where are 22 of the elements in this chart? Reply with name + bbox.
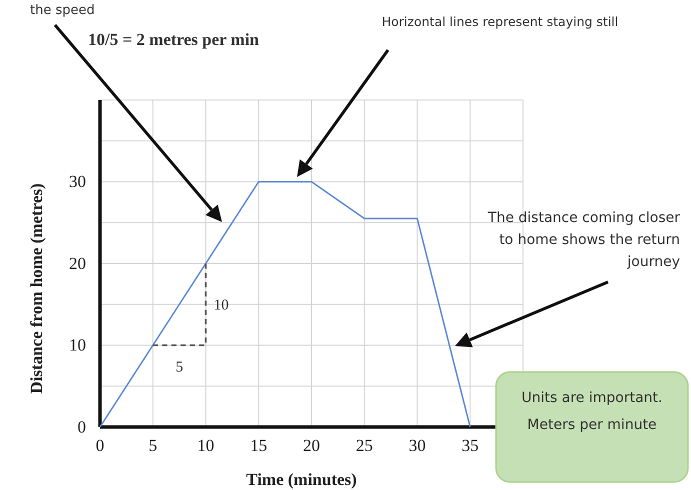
y-axis-title: Distance from home (metres) [27, 183, 46, 394]
x-axis-title: Time (minutes) [246, 470, 357, 489]
x-tick-label: 0 [96, 436, 104, 456]
x-tick-label: 10 [197, 436, 214, 456]
annotation: Units are important. Meters per minute [522, 390, 662, 433]
annotation: The distance coming closer to home shows the return journey [486, 210, 680, 270]
line-series [99, 181, 471, 428]
annotation: 10 [214, 297, 229, 314]
x-tick-label: 5 [148, 436, 158, 456]
text: the speed [30, 3, 95, 18]
x-tick-label: 30 [408, 436, 426, 456]
x-tick-label: 20 [303, 436, 320, 456]
x-tick-label: 25 [356, 436, 373, 456]
y-tick-label: 0 [78, 417, 86, 436]
text: 10/5 = 2 metres per min [88, 30, 260, 49]
text: Horizontal lines represent staying still [382, 14, 618, 29]
y-tick-label: 20 [69, 254, 86, 273]
annotation: 5 [176, 359, 184, 376]
y-tick-label: 30 [69, 172, 86, 192]
y-tick-label: 10 [69, 336, 86, 355]
x-tick-label: 15 [250, 436, 268, 456]
x-tick-label: 35 [462, 436, 479, 456]
